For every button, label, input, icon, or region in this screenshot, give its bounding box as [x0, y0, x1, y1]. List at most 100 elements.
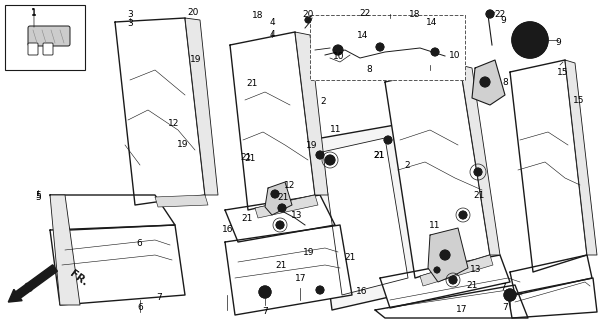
Text: 22: 22	[360, 9, 371, 18]
Circle shape	[507, 292, 513, 298]
Text: 2: 2	[320, 97, 326, 106]
Text: 8: 8	[367, 65, 373, 74]
Text: 5: 5	[35, 193, 41, 202]
Text: 17: 17	[295, 274, 307, 283]
Polygon shape	[155, 195, 208, 207]
Polygon shape	[225, 225, 352, 315]
Circle shape	[486, 10, 494, 18]
Circle shape	[333, 45, 343, 55]
Text: 15: 15	[557, 68, 569, 77]
Text: 19: 19	[303, 247, 314, 257]
Circle shape	[271, 190, 279, 198]
Text: 19: 19	[306, 140, 317, 149]
Circle shape	[384, 136, 392, 144]
Text: FR.: FR.	[68, 268, 90, 288]
Text: 5: 5	[35, 190, 41, 199]
Text: 16: 16	[222, 225, 234, 234]
Polygon shape	[428, 228, 468, 282]
Text: 7: 7	[156, 293, 162, 302]
Text: 1: 1	[31, 8, 37, 17]
Polygon shape	[50, 195, 80, 305]
Text: 10: 10	[449, 51, 461, 60]
Polygon shape	[322, 138, 408, 295]
Text: 19: 19	[189, 55, 201, 64]
Text: 14: 14	[426, 18, 438, 27]
Circle shape	[325, 155, 335, 165]
Circle shape	[459, 211, 467, 219]
Text: 21: 21	[244, 154, 256, 163]
Text: 21: 21	[374, 151, 385, 160]
Polygon shape	[185, 18, 218, 195]
Text: 4: 4	[269, 18, 275, 27]
Text: 16: 16	[356, 287, 368, 297]
Circle shape	[474, 168, 482, 176]
FancyBboxPatch shape	[28, 43, 38, 55]
Text: 21: 21	[246, 79, 257, 88]
FancyBboxPatch shape	[28, 26, 70, 46]
Text: 19: 19	[177, 140, 189, 148]
Polygon shape	[265, 182, 292, 215]
Text: 18: 18	[252, 11, 264, 20]
Polygon shape	[472, 60, 505, 105]
Circle shape	[434, 267, 440, 273]
Text: 21: 21	[344, 253, 356, 262]
Text: 21: 21	[276, 260, 287, 269]
Text: 12: 12	[168, 119, 179, 128]
Text: 13: 13	[470, 266, 482, 275]
Text: 3: 3	[128, 19, 134, 28]
Text: 9: 9	[555, 37, 561, 46]
Bar	[310, 15, 465, 80]
Polygon shape	[50, 225, 185, 305]
Text: 10: 10	[332, 52, 344, 60]
Text: 1: 1	[31, 9, 37, 18]
Circle shape	[276, 221, 284, 229]
Text: 21: 21	[374, 151, 385, 160]
Circle shape	[305, 17, 311, 23]
Text: 6: 6	[137, 303, 143, 313]
Circle shape	[525, 35, 535, 45]
Text: 18: 18	[409, 10, 420, 19]
Text: 11: 11	[329, 125, 341, 134]
Circle shape	[431, 48, 439, 56]
Polygon shape	[565, 60, 597, 255]
Text: 14: 14	[357, 31, 368, 40]
Text: 7: 7	[262, 308, 268, 316]
Text: 6: 6	[137, 239, 143, 248]
Text: 21: 21	[473, 190, 485, 199]
Polygon shape	[510, 255, 592, 295]
Circle shape	[440, 250, 450, 260]
Circle shape	[316, 151, 324, 159]
Polygon shape	[460, 65, 500, 255]
Polygon shape	[510, 60, 587, 272]
Text: 12: 12	[285, 180, 296, 189]
Text: 4: 4	[270, 30, 276, 39]
Text: 17: 17	[456, 306, 468, 315]
Text: 13: 13	[291, 211, 302, 220]
Text: 2: 2	[404, 161, 410, 170]
Text: 21: 21	[240, 153, 251, 162]
Polygon shape	[255, 195, 318, 218]
Circle shape	[519, 29, 541, 51]
Circle shape	[316, 286, 324, 294]
Polygon shape	[420, 255, 493, 286]
Text: 9: 9	[500, 16, 506, 25]
Circle shape	[449, 276, 457, 284]
Text: 21: 21	[466, 281, 477, 290]
Polygon shape	[380, 255, 510, 308]
Circle shape	[278, 204, 286, 212]
Polygon shape	[295, 32, 328, 195]
Text: 3: 3	[127, 10, 133, 19]
Polygon shape	[385, 65, 490, 278]
Bar	[5, 5, 85, 70]
Circle shape	[480, 77, 490, 87]
Circle shape	[504, 289, 516, 301]
Text: 15: 15	[573, 95, 585, 105]
Text: 7: 7	[500, 283, 506, 292]
Circle shape	[259, 286, 271, 298]
Text: 20: 20	[187, 8, 198, 17]
Polygon shape	[508, 278, 597, 318]
Polygon shape	[310, 125, 420, 310]
Circle shape	[262, 289, 268, 295]
Polygon shape	[115, 18, 205, 205]
FancyBboxPatch shape	[43, 43, 53, 55]
